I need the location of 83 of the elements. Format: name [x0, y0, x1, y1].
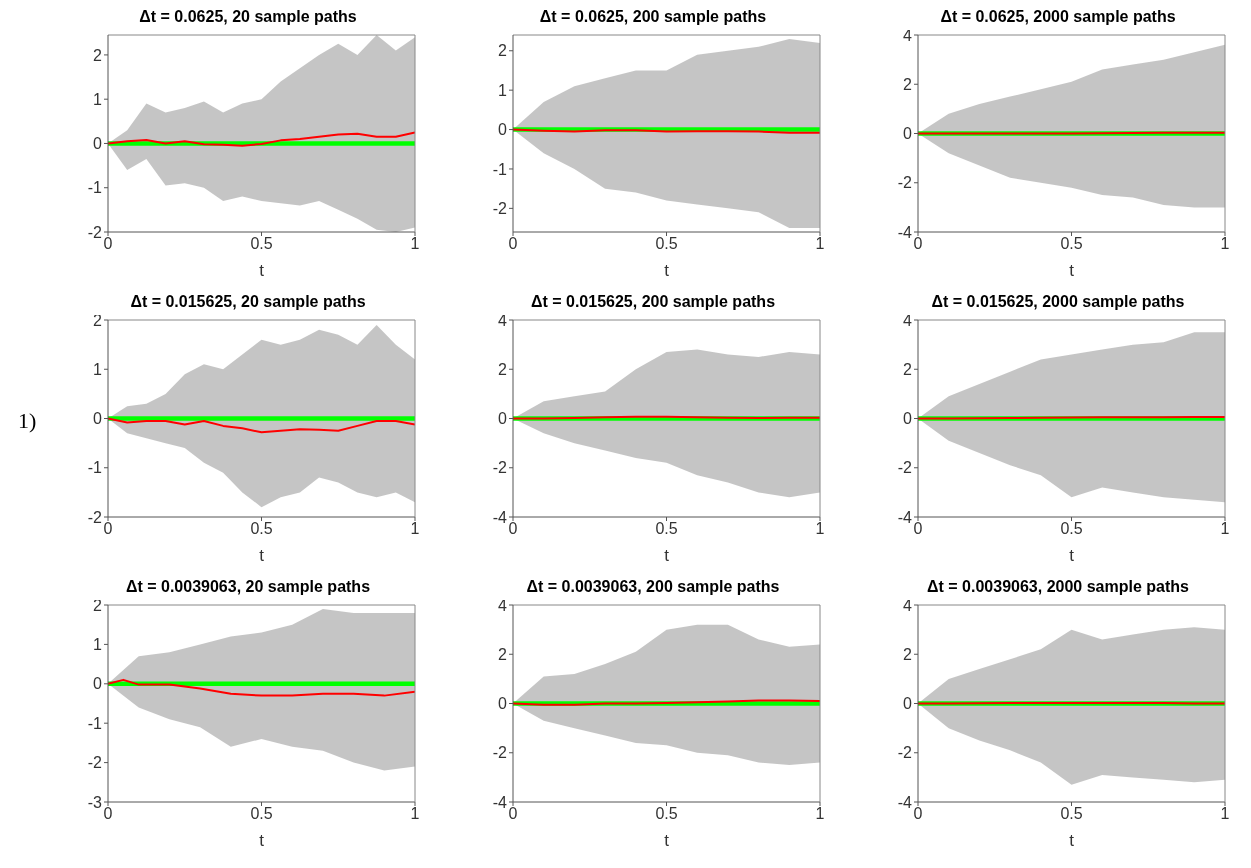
x-tick-label: 0.5 [655, 805, 678, 823]
y-tick-label: -2 [87, 223, 103, 241]
y-tick-label: 2 [903, 360, 913, 378]
y-tick-label: 2 [93, 46, 103, 64]
chart-title: Δt = 0.0039063, 20 sample paths [125, 578, 371, 595]
x-tick-label: 1 [410, 805, 420, 823]
y-tick-label: -4 [492, 793, 508, 811]
y-tick-label: -4 [897, 223, 913, 241]
y-tick-label: -2 [87, 754, 103, 772]
x-axis-title: t [664, 831, 670, 850]
x-axis-title: t [1069, 261, 1075, 280]
y-tick-label: -2 [897, 459, 913, 477]
y-tick-label: -4 [492, 508, 508, 526]
x-tick-label: 0.5 [1060, 235, 1083, 253]
y-tick-label: -4 [897, 508, 913, 526]
chart-title: Δt = 0.015625, 200 sample paths [530, 293, 776, 310]
y-tick-label: 1 [498, 81, 508, 99]
y-tick-label: -1 [87, 179, 103, 197]
x-tick-label: 0.5 [250, 235, 273, 253]
x-tick-label: 1 [1220, 520, 1230, 538]
y-tick-label: 0 [903, 695, 913, 713]
x-axis-title: t [664, 261, 670, 280]
y-tick-label: 2 [498, 42, 508, 60]
x-tick-label: 0.5 [1060, 805, 1083, 823]
y-tick-label: 2 [903, 645, 913, 663]
chart-title: Δt = 0.015625, 2000 sample paths [931, 293, 1185, 310]
x-axis-title: t [1069, 546, 1075, 565]
chart-title: Δt = 0.0625, 2000 sample paths [940, 8, 1176, 25]
x-tick-label: 0.5 [655, 520, 678, 538]
y-tick-label: -2 [492, 200, 508, 218]
chart-title: Δt = 0.0039063, 200 sample paths [526, 578, 780, 595]
y-tick-label: 4 [903, 26, 913, 44]
y-tick-label: 4 [498, 311, 508, 329]
y-tick-label: 4 [903, 311, 913, 329]
text: 1) [18, 408, 37, 434]
x-tick-label: 1 [815, 235, 825, 253]
x-tick-label: 1 [815, 520, 825, 538]
chart-title: Δt = 0.0039063, 2000 sample paths [927, 578, 1189, 595]
y-tick-label: -2 [897, 744, 913, 762]
y-tick-label: 2 [93, 311, 103, 329]
y-tick-label: -1 [87, 459, 103, 477]
x-tick-label: 0.5 [250, 805, 273, 823]
y-tick-label: 0 [93, 675, 103, 693]
y-tick-label: -1 [87, 714, 103, 732]
x-axis-title: t [259, 546, 265, 565]
chart-title: Δt = 0.015625, 20 sample paths [130, 293, 366, 310]
x-axis-title: t [1069, 831, 1075, 850]
y-tick-label: -2 [492, 459, 508, 477]
y-tick-label: 1 [93, 636, 103, 654]
y-tick-label: -1 [492, 160, 508, 178]
y-tick-label: -2 [87, 508, 103, 526]
y-tick-label: 0 [903, 125, 913, 143]
x-axis-title: t [664, 546, 670, 565]
x-axis-title: t [259, 261, 265, 280]
y-tick-label: -2 [492, 744, 508, 762]
y-tick-label: 2 [93, 596, 103, 614]
x-tick-label: 0.5 [250, 520, 273, 538]
x-tick-label: 0.5 [1060, 520, 1083, 538]
y-tick-label: 0 [903, 410, 913, 428]
x-tick-label: 1 [815, 805, 825, 823]
y-tick-label: -3 [87, 793, 103, 811]
y-tick-label: 0 [498, 121, 508, 139]
y-tick-label: 1 [93, 90, 103, 108]
x-tick-label: 0.5 [655, 235, 678, 253]
chart-title: Δt = 0.0625, 200 sample paths [538, 8, 768, 27]
y-tick-label: 4 [498, 596, 508, 614]
x-axis-title: t [259, 831, 265, 850]
y-tick-label: 0 [498, 410, 508, 428]
x-tick-label: 1 [410, 235, 420, 253]
x-tick-label: 1 [1220, 805, 1230, 823]
y-tick-label: 0 [498, 695, 508, 713]
y-tick-label: 2 [903, 75, 913, 93]
y-tick-label: 4 [903, 596, 913, 614]
y-tick-label: -2 [897, 174, 913, 192]
x-tick-label: 1 [410, 520, 420, 538]
y-tick-label: 1 [93, 360, 103, 378]
y-tick-label: 2 [498, 360, 508, 378]
chart-title: Δt = 0.0625, 20 sample paths [138, 8, 358, 27]
y-tick-label: -4 [897, 793, 913, 811]
y-tick-label: 2 [498, 645, 508, 663]
x-tick-label: 1 [1220, 235, 1230, 253]
y-tick-label: 0 [93, 410, 103, 428]
y-tick-label: 0 [93, 135, 103, 153]
